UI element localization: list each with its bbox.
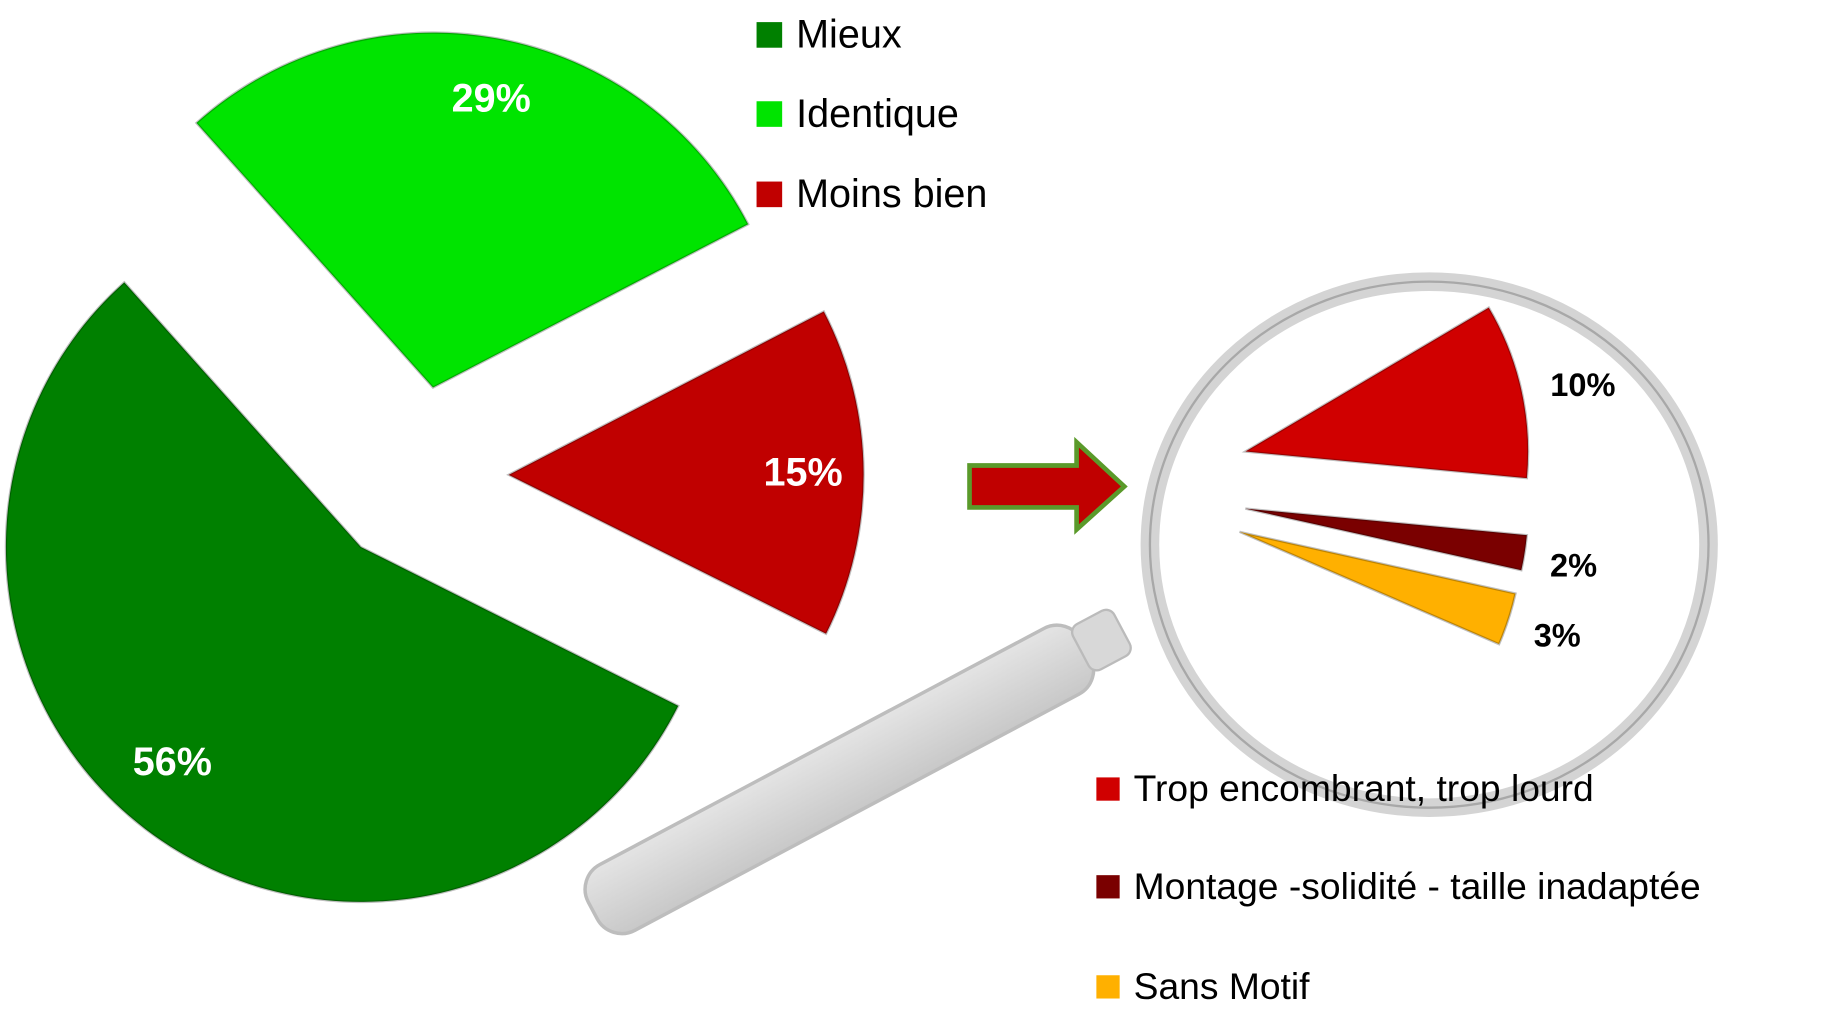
value-label: 10% [1550, 367, 1615, 403]
legend-swatch [757, 101, 783, 127]
legend-label: Sans Motif [1134, 965, 1311, 1007]
value-label: 2% [1550, 548, 1597, 584]
legend-swatch [1096, 777, 1119, 800]
value-label: 15% [764, 450, 843, 494]
legend-swatch [1096, 875, 1119, 898]
value-label: 56% [133, 740, 212, 784]
legend-label: Trop encombrant, trop lourd [1134, 767, 1594, 809]
pie-slice [6, 282, 678, 902]
value-label: 3% [1534, 617, 1581, 653]
legend-label: Identique [796, 92, 959, 136]
page: 56% Mieux 29% Identique 15% Moins bien 10% Trop… [0, 0, 1825, 1009]
legend-swatch [1096, 975, 1119, 998]
chart: 56% Mieux 29% Identique 15% Moins bien 10% Trop… [0, 0, 1825, 1009]
arrow [970, 442, 1125, 529]
value-label: 29% [452, 77, 531, 121]
legend-label: Moins bien [796, 172, 987, 216]
legend-label: Montage -solidité - taille inadaptée [1134, 865, 1701, 907]
legend-swatch [757, 22, 783, 48]
legend-swatch [757, 182, 783, 208]
legend-label: Mieux [796, 13, 902, 57]
